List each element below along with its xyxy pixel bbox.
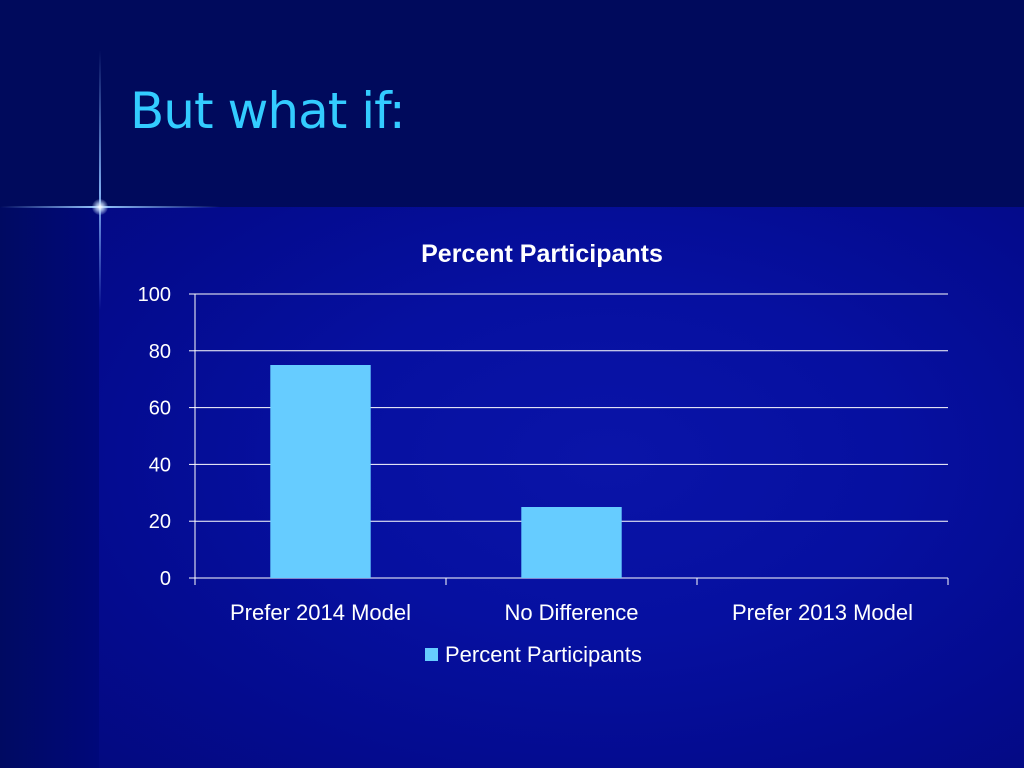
bar-0 <box>270 365 371 578</box>
category-label: Prefer 2013 Model <box>732 600 913 625</box>
category-label: Prefer 2014 Model <box>230 600 411 625</box>
left-margin-band <box>0 207 99 768</box>
y-tick-label: 100 <box>138 284 171 306</box>
chart-title: Percent Participants <box>421 240 663 268</box>
content-band <box>99 207 1024 768</box>
y-tick-label: 60 <box>149 398 171 420</box>
legend-label: Percent Participants <box>445 642 642 667</box>
bars <box>270 365 622 578</box>
category-label: No Difference <box>504 600 638 625</box>
title-band <box>0 0 1024 207</box>
light-flare-core <box>92 199 108 215</box>
y-tick-label: 0 <box>160 568 171 590</box>
y-tick-label: 80 <box>149 341 171 363</box>
bar-1 <box>521 507 622 578</box>
y-tick-label: 20 <box>149 511 171 533</box>
y-tick-label: 40 <box>149 454 171 476</box>
light-flare-horizontal <box>0 206 220 208</box>
light-flare-vertical <box>99 50 101 310</box>
legend-swatch <box>425 648 438 661</box>
legend: Percent Participants <box>425 642 642 667</box>
slide-title: But what if: <box>130 82 406 140</box>
axis-labels: 0 20 40 60 80 100 Prefer 2014 Model No Differen… <box>138 284 913 625</box>
